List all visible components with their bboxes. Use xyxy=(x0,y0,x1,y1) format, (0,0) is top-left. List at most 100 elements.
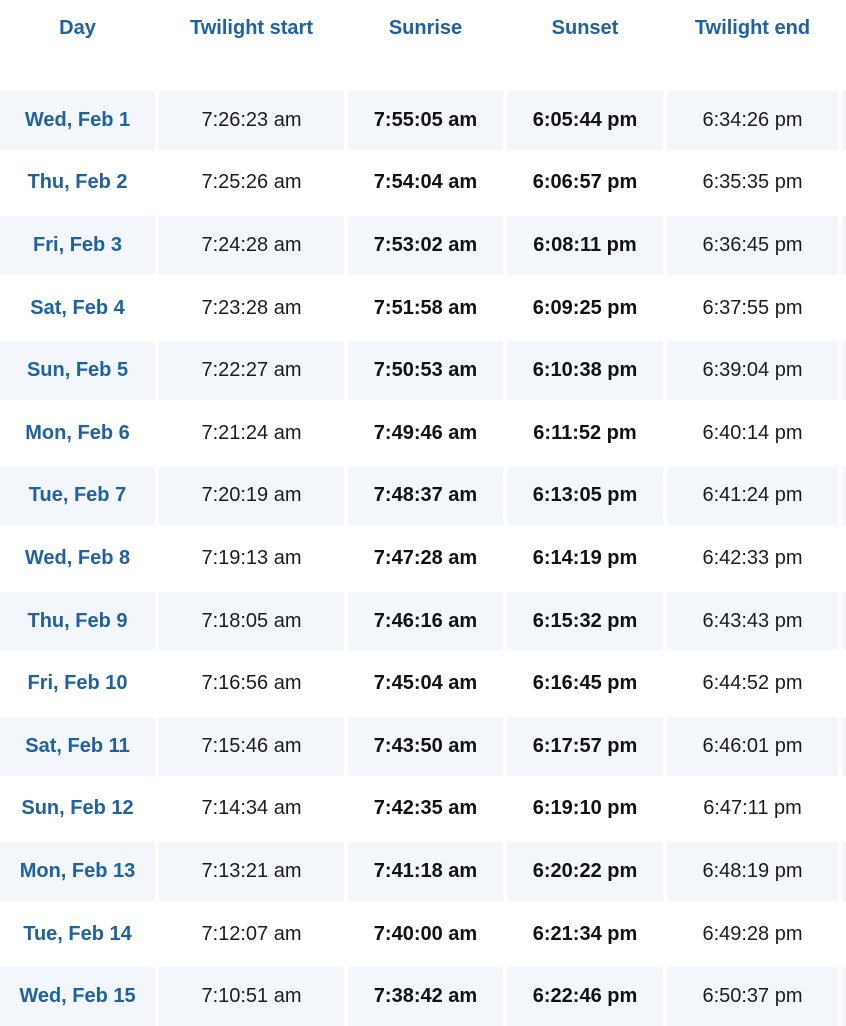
cell-sunrise: 7:46:16 am xyxy=(348,591,503,651)
table-row: Sun, Feb 12 7:14:34 am 7:42:35 am 6:19:10 p… xyxy=(0,780,846,839)
cell-sunset: 6:10:38 pm xyxy=(507,341,663,400)
cell-sunset: 6:14:19 pm xyxy=(532,546,638,569)
cell-twilight-end: 6:44:52 pm xyxy=(702,672,803,695)
cell-sunrise: 7:38:42 am xyxy=(348,967,503,1026)
cell-twilight-end: 6:34:26 pm xyxy=(667,91,838,150)
cell-sunrise: 7:41:18 am xyxy=(348,842,503,901)
table-row: Mon, Feb 13 7:13:21 am 7:41:18 am 6:20:22 p… xyxy=(0,842,846,901)
cell-twilight-start: 7:23:28 am xyxy=(201,296,302,319)
cell-sunset: 6:20:22 pm xyxy=(507,842,663,901)
cell-twilight-start: 7:14:34 am xyxy=(201,797,302,820)
cell-sunrise: 7:53:02 am xyxy=(348,216,503,275)
cell-extra xyxy=(842,780,846,839)
table-header: Day Twilight start Sunrise Sunset Twilig… xyxy=(0,0,846,91)
cell-day[interactable]: Wed, Feb 15 xyxy=(0,967,155,1026)
cell-twilight-start: 7:13:21 am xyxy=(159,842,344,901)
cell-sunrise: 7:51:58 am xyxy=(373,296,478,319)
cell-sunset: 6:15:32 pm xyxy=(507,591,663,651)
cell-twilight-start: 7:12:07 am xyxy=(201,922,302,945)
cell-sunset: 6:17:57 pm xyxy=(507,716,663,776)
cell-extra xyxy=(842,91,846,150)
header-twilight-end: Twilight end xyxy=(694,16,811,39)
cell-day[interactable]: Wed, Feb 8 xyxy=(24,546,131,569)
cell-sunrise: 7:48:37 am xyxy=(348,466,503,526)
table-row: Fri, Feb 3 7:24:28 am 7:53:02 am 6:08:11 pm… xyxy=(0,216,846,275)
cell-sunset: 6:06:57 pm xyxy=(532,171,638,194)
cell-extra xyxy=(842,529,846,588)
cell-sunset: 6:13:05 pm xyxy=(507,466,663,526)
cell-twilight-end: 6:50:37 pm xyxy=(667,967,838,1026)
cell-sunrise: 7:47:28 am xyxy=(373,546,478,569)
header-day: Day xyxy=(59,16,96,39)
cell-day[interactable]: Tue, Feb 7 xyxy=(0,466,155,526)
cell-day[interactable]: Wed, Feb 1 xyxy=(0,91,155,150)
cell-twilight-end: 6:43:43 pm xyxy=(667,591,838,651)
table-row: Mon, Feb 6 7:21:24 am 7:49:46 am 6:11:52 pm… xyxy=(0,404,846,463)
cell-twilight-end: 6:37:55 pm xyxy=(702,296,803,319)
cell-extra xyxy=(842,591,846,651)
header-sunrise: Sunrise xyxy=(388,16,463,39)
table-row: Thu, Feb 9 7:18:05 am 7:46:16 am 6:15:32 pm… xyxy=(0,591,846,651)
cell-twilight-end: 6:35:35 pm xyxy=(702,171,803,194)
cell-extra xyxy=(842,154,846,213)
table-row: Sun, Feb 5 7:22:27 am 7:50:53 am 6:10:38 pm… xyxy=(0,341,846,400)
header-twilight-start: Twilight start xyxy=(190,16,313,39)
header-sunset: Sunset xyxy=(551,16,619,39)
cell-sunrise: 7:43:50 am xyxy=(348,716,503,776)
cell-twilight-end: 6:40:14 pm xyxy=(702,421,803,444)
cell-day[interactable]: Mon, Feb 13 xyxy=(0,842,155,901)
cell-twilight-end: 6:41:24 pm xyxy=(667,466,838,526)
cell-sunset: 6:05:44 pm xyxy=(507,91,663,150)
table-row: Tue, Feb 7 7:20:19 am 7:48:37 am 6:13:05 pm… xyxy=(0,466,846,526)
cell-day[interactable]: Sat, Feb 4 xyxy=(30,296,125,319)
cell-twilight-end: 6:47:11 pm xyxy=(703,797,802,820)
cell-extra xyxy=(842,842,846,901)
cell-sunset: 6:09:25 pm xyxy=(532,296,638,319)
table-row: Fri, Feb 10 7:16:56 am 7:45:04 am 6:16:45 p… xyxy=(0,654,846,713)
cell-twilight-start: 7:10:51 am xyxy=(159,967,344,1026)
cell-day[interactable]: Sun, Feb 12 xyxy=(21,797,134,820)
cell-twilight-end: 6:36:45 pm xyxy=(667,216,838,275)
cell-extra xyxy=(842,967,846,1026)
cell-twilight-end: 6:46:01 pm xyxy=(667,716,838,776)
cell-extra xyxy=(842,905,846,964)
cell-sunrise: 7:49:46 am xyxy=(373,421,478,444)
cell-day[interactable]: Thu, Feb 9 xyxy=(0,591,155,651)
cell-day[interactable]: Mon, Feb 6 xyxy=(25,421,130,444)
table-row: Sat, Feb 4 7:23:28 am 7:51:58 am 6:09:25 pm… xyxy=(0,279,846,338)
cell-twilight-start: 7:26:23 am xyxy=(159,91,344,150)
cell-twilight-start: 7:15:46 am xyxy=(159,716,344,776)
cell-sunset: 6:08:11 pm xyxy=(507,216,663,275)
cell-extra xyxy=(842,216,846,275)
cell-twilight-end: 6:48:19 pm xyxy=(667,842,838,901)
cell-day[interactable]: Fri, Feb 10 xyxy=(27,672,128,695)
cell-twilight-start: 7:20:19 am xyxy=(159,466,344,526)
cell-sunrise: 7:54:04 am xyxy=(373,171,478,194)
cell-twilight-end: 6:49:28 pm xyxy=(702,922,803,945)
cell-twilight-start: 7:18:05 am xyxy=(159,591,344,651)
cell-sunset: 6:16:45 pm xyxy=(532,672,638,695)
cell-extra xyxy=(842,654,846,713)
cell-day[interactable]: Sun, Feb 5 xyxy=(0,341,155,400)
cell-twilight-start: 7:16:56 am xyxy=(201,672,302,695)
cell-twilight-end: 6:42:33 pm xyxy=(702,546,803,569)
cell-twilight-start: 7:25:26 am xyxy=(201,171,302,194)
table-row: Thu, Feb 2 7:25:26 am 7:54:04 am 6:06:57 pm… xyxy=(0,154,846,213)
cell-day[interactable]: Thu, Feb 2 xyxy=(27,171,128,194)
cell-extra xyxy=(842,279,846,338)
table-row: Sat, Feb 11 7:15:46 am 7:43:50 am 6:17:57 p… xyxy=(0,716,846,776)
table-row: Tue, Feb 14 7:12:07 am 7:40:00 am 6:21:34 p… xyxy=(0,905,846,964)
cell-sunset: 6:11:52 pm xyxy=(533,421,637,444)
cell-twilight-end: 6:39:04 pm xyxy=(667,341,838,400)
cell-day[interactable]: Tue, Feb 14 xyxy=(23,922,132,945)
table-body: Wed, Feb 1 7:26:23 am 7:55:05 am 6:05:44 pm… xyxy=(0,91,846,1026)
cell-twilight-start: 7:19:13 am xyxy=(201,546,302,569)
cell-extra xyxy=(842,404,846,463)
header-extra xyxy=(842,0,846,56)
cell-sunrise: 7:40:00 am xyxy=(373,922,478,945)
cell-sunset: 6:22:46 pm xyxy=(507,967,663,1026)
cell-day[interactable]: Sat, Feb 11 xyxy=(0,716,155,776)
cell-sunset: 6:19:10 pm xyxy=(532,797,638,820)
cell-day[interactable]: Fri, Feb 3 xyxy=(0,216,155,275)
table-row: Wed, Feb 15 7:10:51 am 7:38:42 am 6:22:46 p… xyxy=(0,967,846,1026)
